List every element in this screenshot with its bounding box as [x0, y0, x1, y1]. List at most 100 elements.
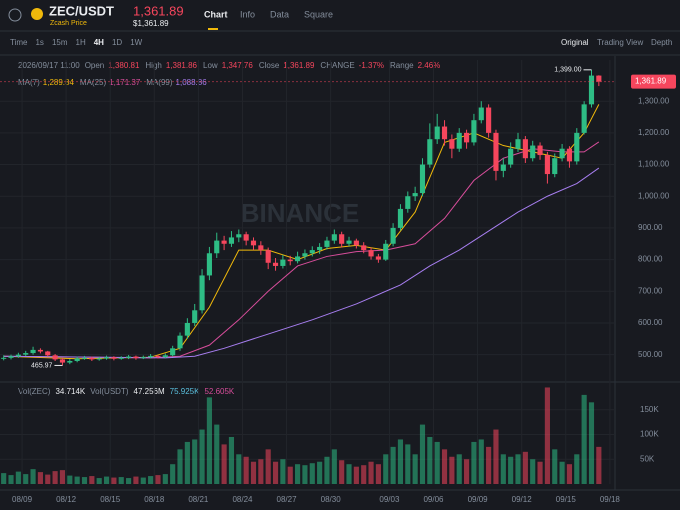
x-tick-label: 08/27 [277, 495, 298, 504]
x-tick-label: 08/12 [56, 495, 77, 504]
volume-bar [397, 439, 404, 484]
view-option[interactable]: Trading View [597, 38, 643, 47]
volume-bar [581, 394, 587, 484]
candle-body [530, 145, 536, 159]
candle-body [221, 240, 227, 244]
candle-body [471, 120, 477, 143]
info-value: 2.46% [418, 61, 441, 70]
tab[interactable]: Square [304, 9, 333, 19]
volume-bar [243, 456, 249, 484]
info-time: 2026/09/17 11:00 [18, 61, 80, 70]
volume-bar [206, 397, 212, 484]
volume-bar [184, 441, 190, 484]
candle-body [184, 322, 190, 336]
volume-bar [361, 465, 367, 484]
candle-body [228, 237, 235, 244]
volume-bar [302, 465, 308, 484]
volume-bar [478, 439, 484, 484]
candle-body [361, 245, 367, 251]
info-label: CHANGE [320, 61, 354, 70]
volume-bar [258, 459, 264, 484]
volume-label: 75.925K [170, 387, 200, 396]
info-label: Low [203, 61, 218, 70]
candle-body [449, 139, 455, 149]
candle-body [67, 360, 73, 363]
volume-bar [59, 470, 66, 484]
usd-price: $1,361.89 [133, 19, 169, 28]
subtitle[interactable]: Zcash Price [50, 20, 87, 27]
volume-bar [265, 449, 271, 484]
interval[interactable]: 15m [52, 38, 68, 47]
candle-body [500, 164, 506, 171]
view-option[interactable]: Depth [651, 38, 672, 47]
volume-bar [464, 459, 470, 484]
volume-bar [1, 473, 7, 484]
candle-body [1, 357, 7, 359]
volume-tick-label: 100K [640, 430, 659, 439]
volume-bar [339, 460, 345, 484]
ma-label: MA(25) [80, 78, 107, 87]
volume-bar [89, 476, 95, 484]
interval[interactable]: 1W [130, 38, 142, 47]
candle-body [126, 356, 132, 358]
candle-body [522, 139, 528, 159]
volume-bar [500, 454, 506, 484]
candle-body [214, 240, 220, 254]
volume-bar [250, 461, 257, 484]
info-value: 1,380.81 [108, 61, 140, 70]
candle-body [508, 148, 514, 165]
y-tick-label: 1,000.00 [638, 191, 670, 200]
volume-tick-label: 150K [640, 405, 659, 414]
symbol[interactable]: ZEC/USDT [49, 3, 114, 18]
x-tick-label: 08/18 [144, 495, 165, 504]
candle-body [309, 250, 315, 254]
candle-body [258, 245, 264, 251]
candle-body [280, 259, 286, 266]
interval[interactable]: 4H [94, 38, 104, 47]
y-tick-label: 700.00 [638, 286, 663, 295]
candle-body [353, 240, 359, 246]
candle-body [419, 164, 426, 194]
volume-bar [566, 464, 573, 484]
tab[interactable]: Info [240, 9, 255, 19]
candle-body [89, 357, 95, 360]
candle-body [272, 262, 279, 266]
volume-bar [118, 477, 124, 484]
x-tick-label: 08/15 [100, 495, 121, 504]
candle-body [243, 234, 249, 241]
volume-label: 47.256M [134, 387, 165, 396]
candle-body [45, 351, 51, 356]
interval[interactable]: 1D [112, 38, 122, 47]
x-tick-label: 09/12 [512, 495, 533, 504]
tab[interactable]: Chart [204, 9, 228, 19]
volume-bar [177, 449, 183, 484]
candle-body [103, 357, 110, 359]
tab[interactable]: Data [270, 9, 289, 19]
favorite-icon[interactable] [8, 8, 22, 22]
interval[interactable]: Time [10, 38, 28, 47]
volume-bar [574, 454, 580, 484]
view-option[interactable]: Original [561, 38, 589, 47]
volume-bar [331, 449, 337, 484]
volume-label: 34.714K [55, 387, 85, 396]
volume-bar [236, 454, 242, 484]
volume-bar [456, 454, 462, 484]
price: 1,361.89 [133, 3, 184, 18]
volume-bar [559, 461, 565, 484]
interval[interactable]: 1s [35, 38, 43, 47]
volume-bar [133, 476, 139, 484]
volume-bar [221, 444, 227, 484]
interval[interactable]: 1H [76, 38, 86, 47]
candle-body [177, 335, 183, 349]
volume-bar [530, 459, 536, 484]
y-tick-label: 600.00 [638, 318, 663, 327]
candle-body [324, 240, 330, 247]
volume-bar [368, 461, 374, 484]
volume-bar [427, 436, 433, 484]
candle-body [23, 353, 29, 355]
volume-bar [441, 449, 448, 484]
volume-bar [493, 429, 499, 484]
volume-bar [515, 454, 521, 484]
candle-body [81, 357, 88, 359]
candle-body [8, 356, 14, 358]
